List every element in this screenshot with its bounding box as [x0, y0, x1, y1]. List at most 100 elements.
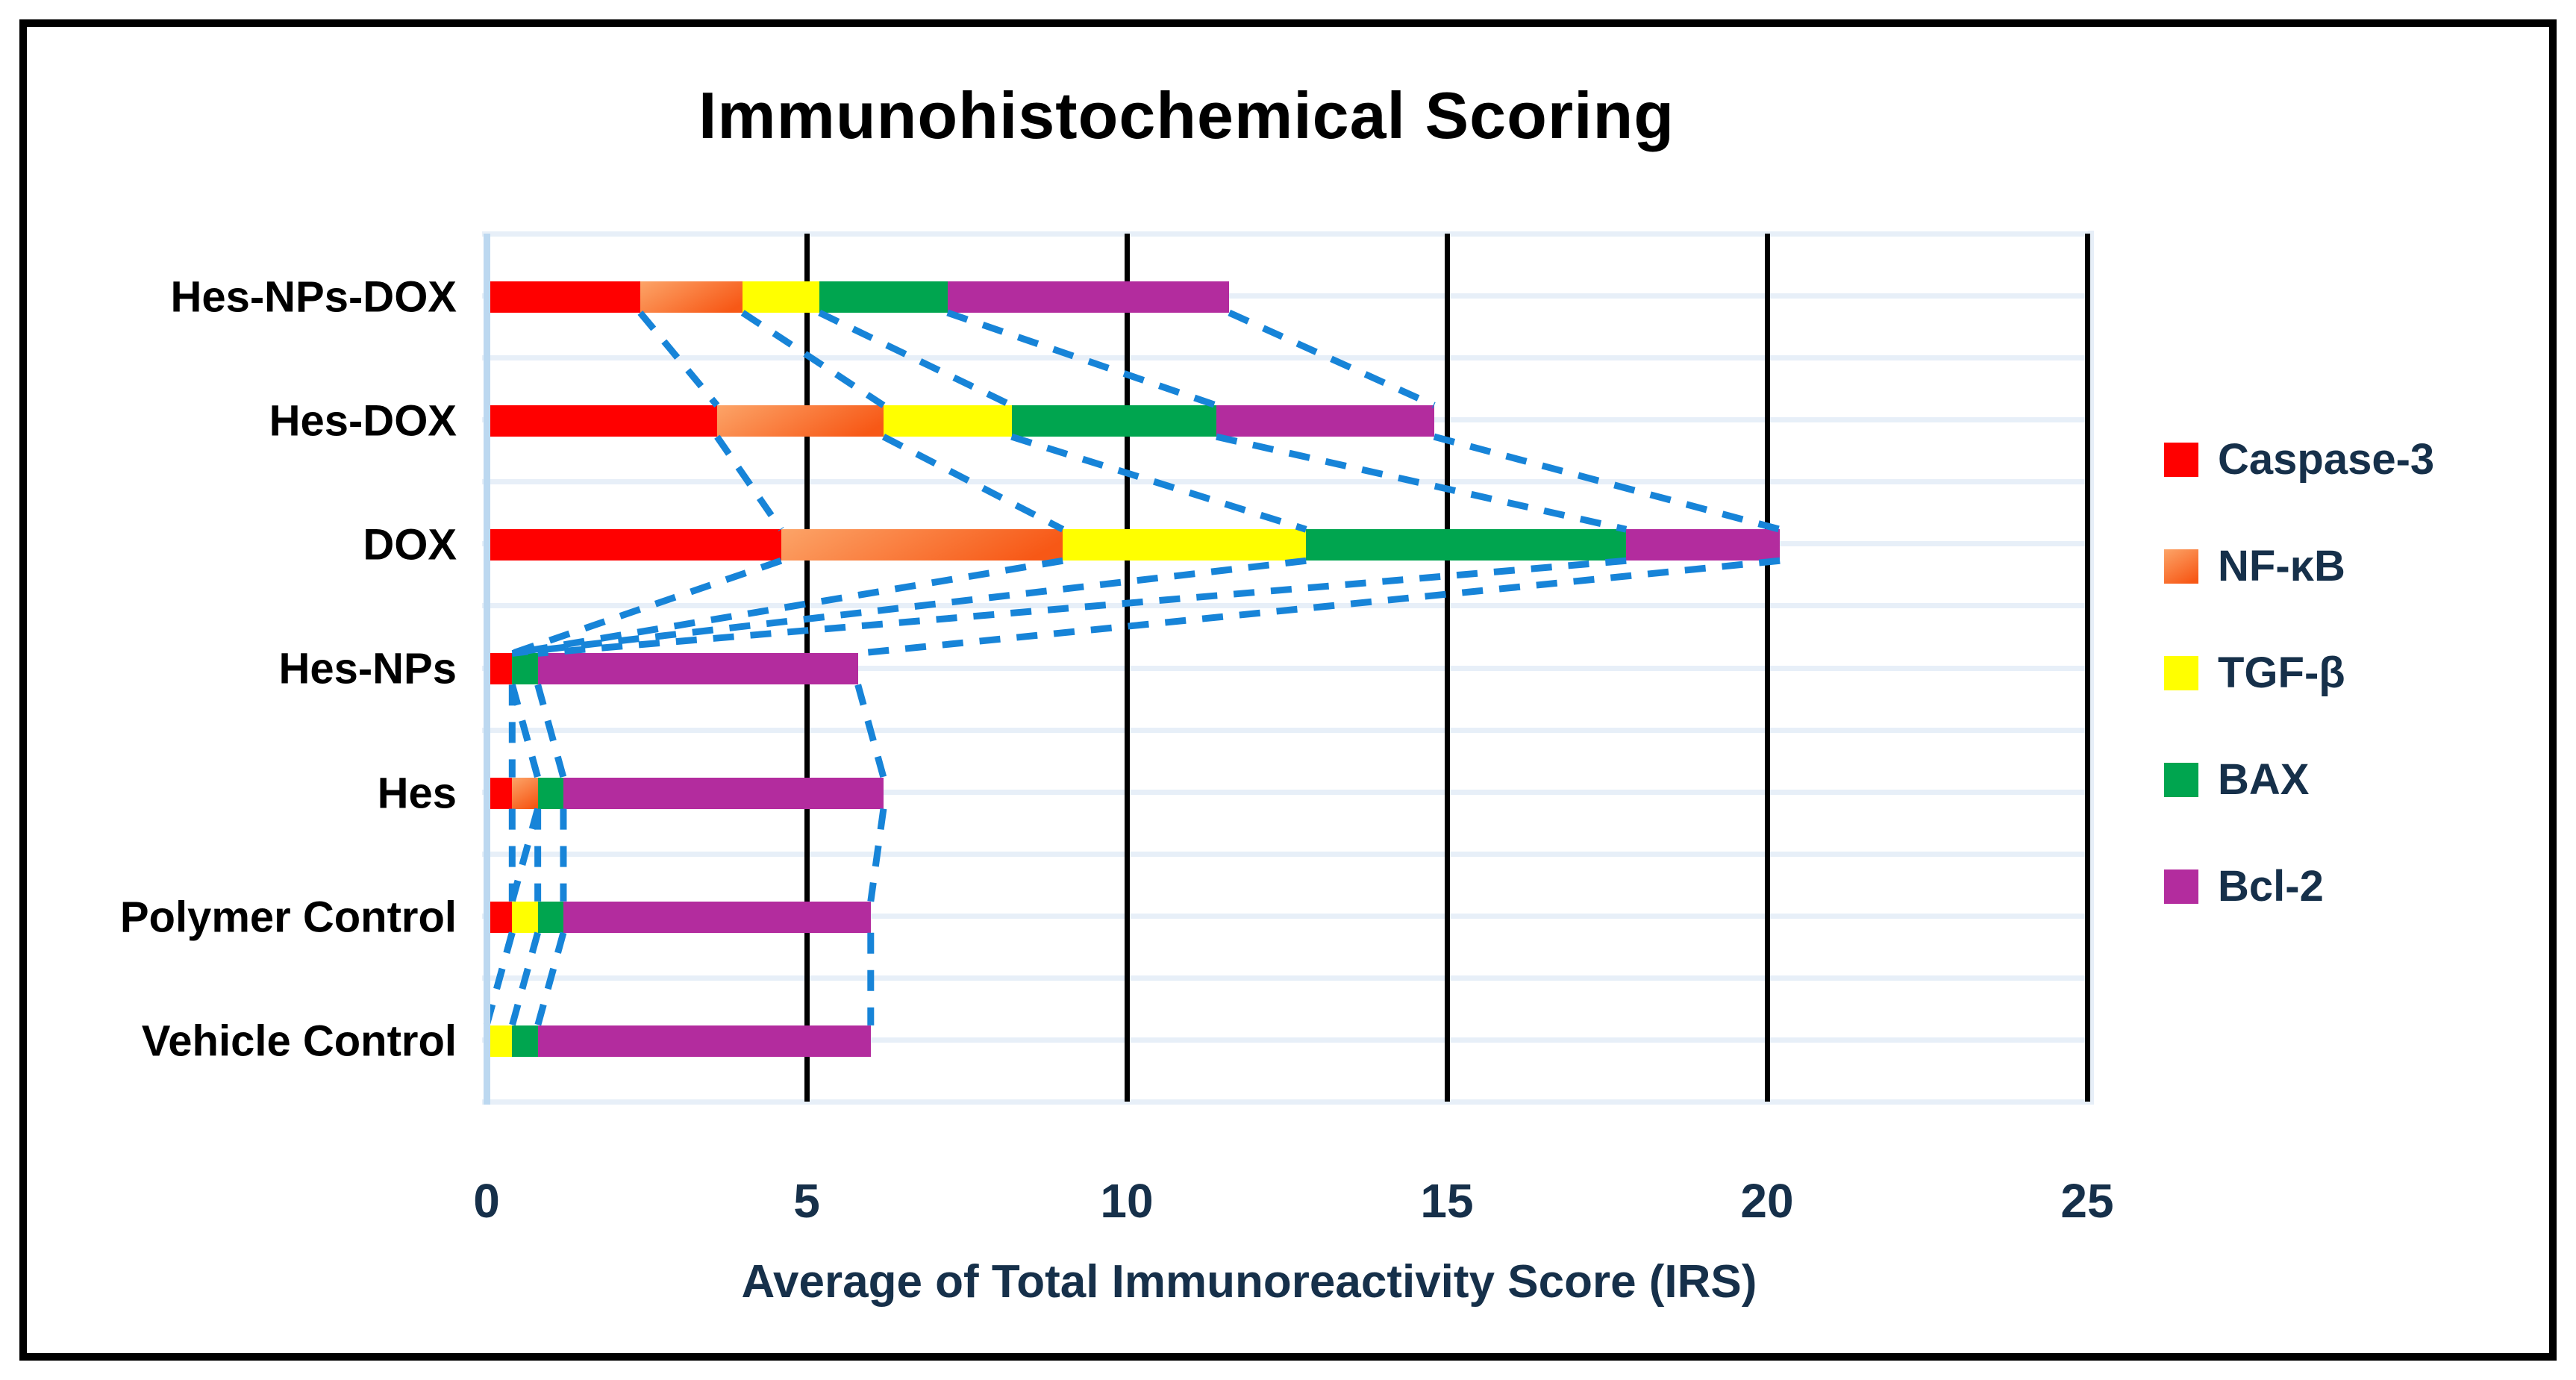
category-gridline: [482, 665, 2093, 671]
connector-line: [537, 557, 1627, 657]
legend-swatch-bcl-2: [2164, 869, 2198, 904]
bar-segment: [1306, 529, 1627, 561]
connector-line: [1010, 433, 1307, 533]
bar-segment: [487, 653, 513, 685]
bar-segment: [781, 529, 1063, 561]
legend-swatch-caspase-3: [2164, 442, 2198, 477]
connector-line: [508, 931, 541, 1027]
category-label: Hes-NPs-DOX: [170, 272, 457, 322]
legend-label: Caspase-3: [2218, 435, 2435, 484]
connector-line: [867, 808, 887, 902]
vertical-gridline: [2084, 234, 2090, 1102]
connector-line: [534, 931, 567, 1027]
plot-border-line: [482, 1099, 2093, 1105]
legend-item: TGF-β: [2164, 648, 2434, 698]
category-gridline: [482, 603, 2093, 609]
bar-segment: [487, 529, 781, 561]
connector-line: [510, 558, 783, 657]
legend-item: NF-κB: [2164, 541, 2434, 591]
connector-line: [637, 310, 720, 408]
connector-line: [534, 684, 567, 778]
tick-label: 20: [1740, 1174, 1794, 1228]
legend-label: Bcl-2: [2218, 862, 2324, 911]
bar-segment: [947, 281, 1230, 313]
bar-segment: [537, 653, 858, 685]
category-gridline: [482, 1037, 2093, 1043]
category-gridline: [482, 479, 2093, 485]
legend-swatch-nf-b: [2164, 549, 2198, 584]
bar-segment: [512, 901, 538, 933]
bar-segment: [819, 281, 948, 313]
bar-segment: [487, 281, 640, 313]
connector-line: [714, 434, 784, 531]
connector-line: [1216, 433, 1628, 533]
bar-segment: [537, 1025, 871, 1057]
legend-item: Bcl-2: [2164, 861, 2434, 911]
category-label: Hes-DOX: [269, 396, 457, 446]
vertical-gridline: [1764, 234, 1770, 1102]
bar-segment: [487, 1025, 513, 1057]
connector-line: [508, 684, 541, 778]
chart-frame-border: [19, 19, 2557, 1361]
category-gridline: [482, 293, 2093, 299]
category-gridline: [482, 355, 2093, 361]
bar-segment: [563, 901, 871, 933]
bar-segment: [743, 281, 820, 313]
tick-label: 5: [793, 1174, 820, 1228]
legend: Caspase-3 NF-κB TGF-β BAX Bcl-2: [2164, 434, 2434, 968]
connector-line: [1433, 433, 1781, 533]
legend-label: NF-κB: [2218, 542, 2345, 590]
category-gridline: [482, 851, 2093, 857]
category-label: Polymer Control: [119, 893, 457, 942]
tick-label: 0: [473, 1174, 500, 1228]
category-gridline: [482, 975, 2093, 981]
connector-line: [1228, 309, 1436, 409]
connector-line: [740, 310, 886, 408]
bar-segment: [512, 1025, 538, 1057]
category-label: Hes-NPs: [278, 644, 457, 693]
connector-line: [857, 557, 1781, 657]
plot-area: [482, 231, 2094, 1105]
y-axis-labels: Hes-NPs-DOX Hes-DOX DOX Hes-NPs Hes Polymer C…: [30, 234, 457, 1102]
bar-segment: [487, 405, 717, 437]
legend-item: BAX: [2164, 755, 2434, 805]
bar-segment: [512, 653, 538, 685]
tick-label: 25: [2060, 1174, 2114, 1228]
category-gridline: [482, 913, 2093, 919]
category-label: DOX: [363, 520, 457, 569]
tick-label: 10: [1100, 1174, 1154, 1228]
series-connector-lines: [483, 309, 1781, 1027]
bar-segment: [537, 777, 563, 809]
connector-line: [508, 808, 541, 902]
legend-label: BAX: [2218, 755, 2310, 804]
bar-segment: [487, 777, 513, 809]
x-axis-title: Average of Total Immunoreactivity Score …: [741, 1256, 1757, 1308]
bar-segment: [1011, 405, 1217, 437]
connector-line: [511, 557, 1063, 657]
connector-line: [854, 684, 887, 778]
bar-segment: [512, 777, 538, 809]
plot-border-line: [482, 231, 2093, 237]
plot-right-border: [2088, 231, 2094, 1105]
bar-segment: [487, 901, 513, 933]
vertical-gridline: [1444, 234, 1450, 1102]
category-label: Hes: [377, 769, 457, 818]
connector-line: [881, 434, 1065, 533]
y-axis-line: [484, 234, 490, 1105]
category-gridline: [482, 727, 2093, 733]
vertical-gridline: [1124, 234, 1130, 1102]
category-label: Vehicle Control: [141, 1017, 457, 1066]
bar-segment: [1626, 529, 1781, 561]
legend-swatch-bax: [2164, 762, 2198, 797]
legend-label: TGF-β: [2218, 649, 2345, 697]
bar-segment: [640, 281, 743, 313]
connector-line: [511, 557, 1307, 657]
connector-line: [946, 309, 1218, 409]
bar-segment: [537, 901, 563, 933]
category-gridline: [482, 789, 2093, 795]
bar-segment: [1216, 405, 1434, 437]
bar-segment: [1063, 529, 1307, 561]
bar-segment: [883, 405, 1012, 437]
bar-segment: [563, 777, 884, 809]
